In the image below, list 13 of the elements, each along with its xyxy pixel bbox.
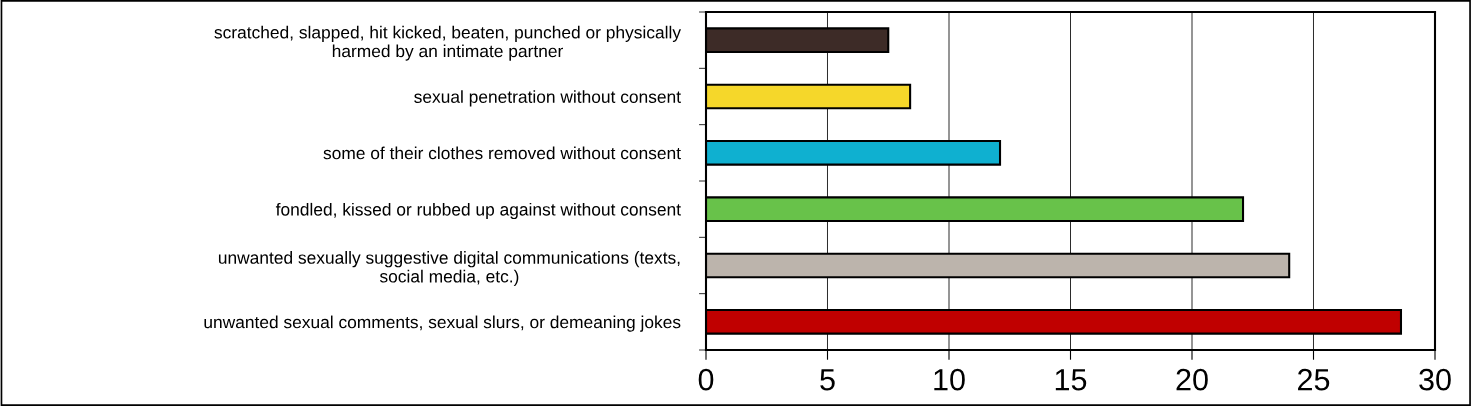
x-tick-label: 0 — [698, 368, 714, 391]
y-tick-label: sexual penetration without consent — [414, 90, 681, 107]
x-tick-label: 30 — [1419, 368, 1451, 391]
y-tick-label: unwanted sexually suggestive digital communications (texts, social media, etc.) — [218, 251, 680, 286]
x-tick-label: 20 — [1176, 368, 1208, 391]
x-tick-label: 25 — [1298, 368, 1330, 391]
y-tick-label: some of their clothes removed without consent — [323, 146, 681, 160]
x-tick-label: 5 — [820, 369, 835, 391]
y-tick-label: fondled, kissed or rubbed up against without consent — [275, 202, 681, 220]
y-tick-label: scratched, slapped, hit kicked, beaten, punched or physically harmed by an intimate partner — [214, 25, 681, 61]
x-tick-label: 10 — [934, 368, 965, 391]
x-tick-label: 15 — [1055, 369, 1087, 391]
y-tick-label: unwanted sexual comments, sexual slurs, or demeaning jokes — [204, 315, 681, 332]
